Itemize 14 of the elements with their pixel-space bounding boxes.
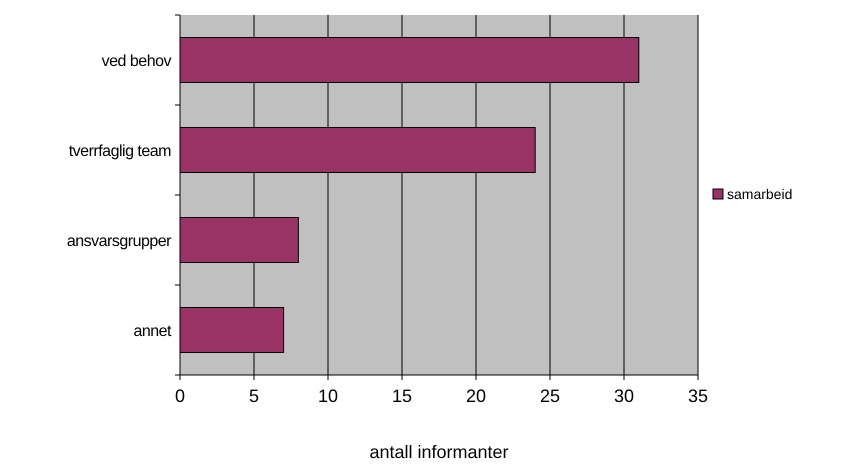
x-tick-label: 0 [174,386,186,406]
x-tick-label: 5 [248,386,260,406]
legend-label: samarbeid [727,186,792,202]
x-tick-label: 10 [318,386,338,406]
x-axis-title: antall informanter [369,442,509,462]
y-tick-label: ved behov [102,53,172,70]
x-tick-label: 35 [688,386,708,406]
y-tick-label: annet [133,323,172,340]
x-tick-label: 30 [614,386,634,406]
x-tick-label: 20 [466,386,486,406]
x-tick-label: 15 [392,386,412,406]
y-tick-label: ansvarsgrupper [66,233,172,250]
x-tick-label: 25 [540,386,560,406]
y-tick-label: tverrfaglig team [68,143,172,160]
